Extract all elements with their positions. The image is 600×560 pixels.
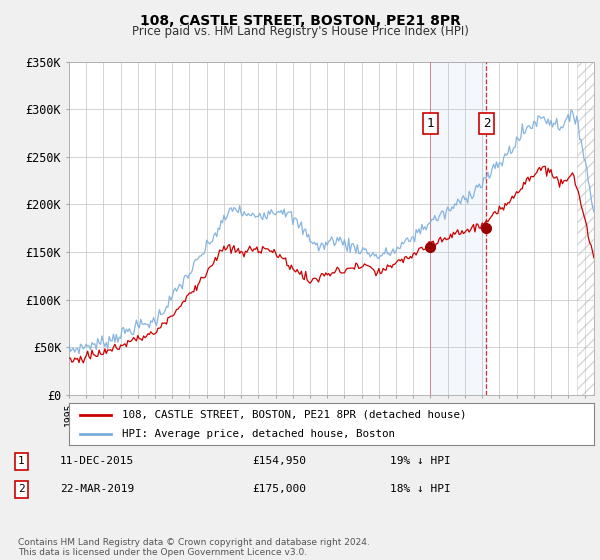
Text: Price paid vs. HM Land Registry's House Price Index (HPI): Price paid vs. HM Land Registry's House … (131, 25, 469, 38)
Text: 108, CASTLE STREET, BOSTON, PE21 8PR: 108, CASTLE STREET, BOSTON, PE21 8PR (140, 14, 460, 28)
Text: 1: 1 (427, 117, 434, 130)
Text: 108, CASTLE STREET, BOSTON, PE21 8PR (detached house): 108, CASTLE STREET, BOSTON, PE21 8PR (de… (121, 409, 466, 419)
Text: HPI: Average price, detached house, Boston: HPI: Average price, detached house, Bost… (121, 429, 395, 439)
Bar (577, 62, 594, 395)
Bar (577, 62, 594, 395)
Text: 2: 2 (482, 117, 490, 130)
Text: £175,000: £175,000 (252, 484, 306, 494)
Text: 11-DEC-2015: 11-DEC-2015 (60, 456, 134, 466)
Text: 1: 1 (18, 456, 25, 466)
Text: 22-MAR-2019: 22-MAR-2019 (60, 484, 134, 494)
Text: Contains HM Land Registry data © Crown copyright and database right 2024.
This d: Contains HM Land Registry data © Crown c… (18, 538, 370, 557)
Text: 18% ↓ HPI: 18% ↓ HPI (390, 484, 451, 494)
Bar (430, 62, 487, 395)
Text: 2: 2 (18, 484, 25, 494)
Text: 19% ↓ HPI: 19% ↓ HPI (390, 456, 451, 466)
Bar (577, 62, 594, 395)
Text: £154,950: £154,950 (252, 456, 306, 466)
